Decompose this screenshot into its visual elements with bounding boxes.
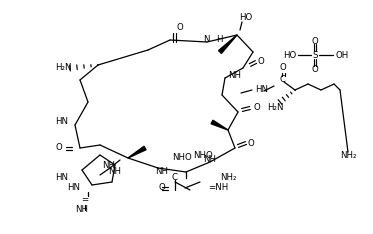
Text: NH: NH — [228, 72, 241, 80]
Text: OH: OH — [336, 51, 349, 59]
Text: HN: HN — [255, 85, 268, 95]
Text: O: O — [280, 63, 286, 73]
Text: O: O — [311, 65, 319, 73]
Text: NH: NH — [75, 205, 88, 215]
Text: S: S — [312, 51, 318, 59]
Text: HO: HO — [239, 12, 253, 22]
Text: HN: HN — [55, 173, 68, 183]
Polygon shape — [128, 146, 146, 158]
Text: HO: HO — [283, 51, 296, 59]
Text: O: O — [159, 183, 165, 193]
Text: =: = — [81, 195, 89, 205]
Text: O: O — [311, 37, 319, 45]
Text: H: H — [216, 36, 223, 44]
Text: NH: NH — [102, 161, 115, 169]
Polygon shape — [211, 120, 228, 130]
Text: NH: NH — [155, 168, 168, 176]
Text: NHO: NHO — [172, 154, 192, 162]
Text: NHO: NHO — [193, 150, 213, 160]
Text: O: O — [177, 23, 184, 33]
Text: O: O — [55, 143, 62, 153]
Text: O: O — [253, 103, 260, 113]
Text: HN: HN — [55, 117, 68, 127]
Text: =NH: =NH — [208, 183, 228, 193]
Text: H₂N: H₂N — [55, 63, 72, 73]
Text: C: C — [280, 74, 286, 84]
Text: HN: HN — [67, 183, 80, 193]
Text: C: C — [172, 173, 178, 183]
Text: NH₂: NH₂ — [220, 173, 236, 183]
Text: H₂N: H₂N — [267, 102, 283, 111]
Text: O: O — [248, 139, 255, 147]
Text: NH₂: NH₂ — [340, 150, 357, 160]
Polygon shape — [219, 35, 237, 53]
Text: O: O — [258, 58, 265, 66]
Text: N: N — [204, 36, 210, 44]
Text: NH: NH — [108, 168, 121, 176]
Text: NH: NH — [204, 156, 216, 165]
